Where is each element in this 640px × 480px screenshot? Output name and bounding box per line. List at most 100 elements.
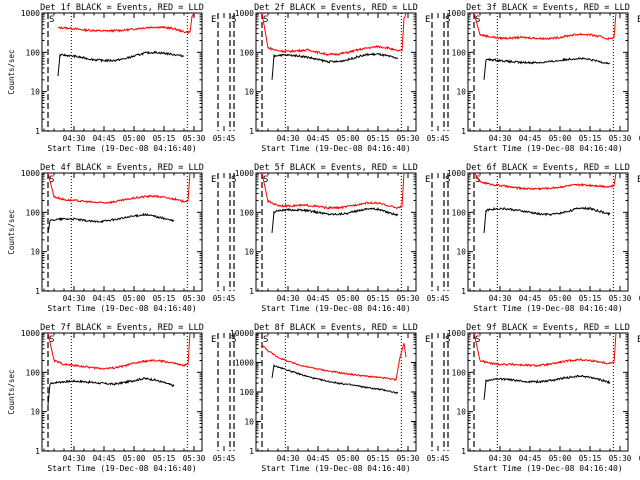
chart-panel-7: Det 7f BLACK = Events, RED = LLD 1 10 100 10… [7,323,236,473]
x-tick-label: 05:00 [337,134,360,143]
x-tick-label: 04:30 [277,134,300,143]
y-tick-label: 10 [30,408,40,417]
x-tick-label: 05:45 [427,294,450,303]
x-tick-label: 05:30 [397,454,420,463]
y-tick-label: 100 [26,48,41,57]
x-tick-label: 04:45 [93,454,116,463]
x-tick-label: 05:00 [549,134,572,143]
y-tick-label: 10 [30,248,40,257]
y-tick-label: 1000 [21,329,40,338]
marker-label: S [475,335,480,345]
chart-title: Det 5f BLACK = Events, RED = LLD [254,163,418,173]
marker-label: S [263,15,268,25]
x-tick-label: 05:00 [123,294,146,303]
marker-label: S [263,175,268,185]
y-tick-label: 100 [452,208,467,217]
x-tick-label: 05:00 [337,454,360,463]
marker-label: S [231,335,236,345]
x-tick-label: 05:30 [397,134,420,143]
events-rate-line [483,57,611,80]
marker-label: E [425,15,430,25]
y-tick-label: 1000 [21,169,40,178]
x-tick-label: 04:30 [277,454,300,463]
chart-title: Det 3f BLACK = Events, RED = LLD [466,3,630,13]
marker-label: S [231,15,236,25]
y-tick-label: 1000 [235,359,254,368]
y-tick-label: 1000 [447,9,466,18]
x-tick-label: 05:15 [367,294,390,303]
chart-title: Det 1f BLACK = Events, RED = LLD [40,3,204,13]
events-rate-line [47,212,175,233]
y-tick-label: 10 [244,248,254,257]
x-tick-label: 04:30 [63,454,86,463]
marker-label: S [49,335,54,345]
y-tick-label: 10 [456,408,466,417]
x-tick-label: 05:15 [367,134,390,143]
marker-label: S [445,175,450,185]
x-tick-label: 05:15 [367,454,390,463]
x-tick-label: 05:45 [427,454,450,463]
y-tick-label: 1000 [235,9,254,18]
marker-label: E [211,175,216,185]
x-tick-label: 05:30 [397,294,420,303]
lld-rate-line [261,172,405,210]
events-rate-line [483,205,611,233]
x-tick-label: 05:15 [153,134,176,143]
marker-label: S [263,335,268,345]
x-tick-label: 04:45 [519,454,542,463]
y-axis-label: Counts/sec [7,49,16,94]
y-tick-label: 100 [240,48,255,57]
lld-rate-line [473,12,617,41]
lld-rate-line [47,172,191,205]
chart-title: Det 4f BLACK = Events, RED = LLD [40,163,204,173]
x-axis-label: Start Time (19-Dec-08 04:16:40) [473,304,622,313]
y-tick-label: 100 [452,48,467,57]
y-tick-label: 1000 [21,9,40,18]
chart-panel-2: Det 2f BLACK = Events, RED = LLD 1 10 100 10… [235,3,451,153]
marker-label: E [211,15,216,25]
y-axis-label: Counts/sec [7,209,16,254]
y-tick-label: 1 [249,127,254,136]
chart-title: Det 8f BLACK = Events, RED = LLD [254,323,418,333]
x-tick-label: 05:45 [213,134,236,143]
x-tick-label: 05:15 [153,294,176,303]
events-rate-line [57,50,185,77]
plot-frame [41,12,203,132]
events-rate-line [483,374,611,400]
x-tick-label: 05:30 [609,454,632,463]
chart-panel-1: Det 1f BLACK = Events, RED = LLD 1 10 100 10… [7,3,236,153]
x-tick-label: 04:30 [63,134,86,143]
plot-frame [467,12,629,132]
y-tick-label: 10 [456,88,466,97]
x-tick-label: 04:45 [307,454,330,463]
x-tick-label: 05:15 [153,454,176,463]
x-tick-label: 04:45 [93,134,116,143]
y-tick-label: 1000 [447,329,466,338]
chart-panel-4: Det 4f BLACK = Events, RED = LLD 1 10 100 10… [7,163,236,313]
x-tick-label: 05:00 [337,294,360,303]
marker-label: E [425,335,430,345]
y-axis-label: Counts/sec [7,369,16,414]
x-tick-label: 05:00 [549,294,572,303]
chart-panel-8: Det 8f BLACK = Events, RED = LLD 1 10 100 10… [230,323,451,473]
marker-label: S [231,175,236,185]
events-rate-line [271,206,399,233]
x-tick-label: 04:45 [307,294,330,303]
marker-label: S [445,15,450,25]
x-tick-label: 05:45 [213,454,236,463]
y-tick-label: 100 [240,208,255,217]
y-tick-label: 1 [249,287,254,296]
plot-frame [467,172,629,292]
marker-label: S [475,15,480,25]
chart-title: Det 9f BLACK = Events, RED = LLD [466,323,630,333]
x-tick-label: 05:30 [183,134,206,143]
y-tick-label: 1 [461,447,466,456]
x-axis-label: Start Time (19-Dec-08 04:16:40) [261,464,410,473]
lld-rate-line [473,172,617,191]
y-tick-label: 10 [244,88,254,97]
marker-label: E [211,335,216,345]
x-axis-label: Start Time (19-Dec-08 04:16:40) [261,304,410,313]
x-tick-label: 05:45 [639,294,640,303]
x-tick-label: 05:00 [123,454,146,463]
